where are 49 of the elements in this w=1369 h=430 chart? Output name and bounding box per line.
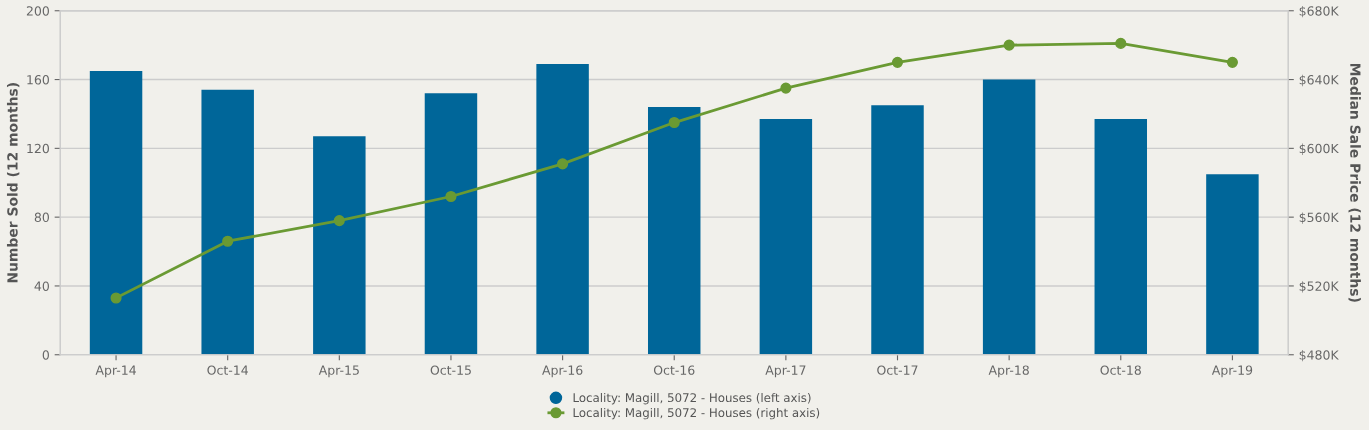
x-tick-label: Oct-15 — [430, 365, 471, 375]
bar — [759, 119, 813, 355]
x-tick-label: Oct-14 — [207, 365, 248, 375]
bar — [871, 105, 924, 355]
bar — [648, 107, 701, 355]
point — [780, 82, 792, 94]
point — [891, 56, 904, 68]
x-tick-label: Apr-18 — [988, 365, 1029, 378]
x-tick-label: Oct-17 — [877, 365, 918, 375]
bar — [201, 89, 254, 355]
bar — [424, 93, 478, 355]
x-tick-label: Apr-19 — [1211, 365, 1253, 378]
point — [333, 215, 345, 227]
x-tick-label: Apr-17 — [765, 365, 806, 378]
point — [668, 116, 680, 129]
bar — [89, 70, 143, 355]
x-tick-label: Oct-18 — [1100, 365, 1141, 375]
legend-label: Locality: Magill, 5072 - Houses (right axis) — [573, 407, 820, 420]
point — [1226, 56, 1238, 68]
y2-tick-label: $600K — [1299, 143, 1339, 155]
y-tick-label: 120 — [27, 143, 49, 154]
x-tick-label: Apr-15 — [318, 365, 359, 378]
bar — [1206, 174, 1259, 355]
point — [557, 158, 569, 170]
y-tick-label: 160 — [27, 75, 49, 85]
bar — [982, 79, 1036, 355]
x-tick-label: Oct-16 — [653, 365, 695, 375]
bar — [1094, 119, 1148, 355]
point — [1115, 37, 1127, 49]
y-tick-label: 80 — [34, 212, 49, 223]
point — [110, 292, 122, 304]
bar — [313, 136, 366, 355]
y2-tick-label: $480K — [1299, 350, 1339, 362]
point — [1003, 39, 1015, 51]
y-tick-label: 200 — [26, 6, 49, 16]
y-tick-label: 0 — [42, 350, 49, 360]
legend-label: Locality: Magill, 5072 - Houses (left axis) — [573, 392, 811, 405]
y-axis-title: Number Sold (12 months) — [6, 83, 20, 283]
y2-axis-title: Median Sale Price (12 months) — [1348, 63, 1361, 302]
y2-tick-label: $560K — [1299, 212, 1339, 224]
bar — [536, 64, 589, 355]
x-tick-label: Apr-14 — [95, 365, 136, 378]
x-tick-label: Apr-16 — [542, 365, 583, 378]
y-tick-label: 40 — [34, 281, 49, 291]
point — [222, 235, 234, 247]
y2-tick-label: $640K — [1299, 74, 1339, 87]
point — [445, 190, 457, 203]
y2-tick-label: $680K — [1299, 6, 1339, 18]
y2-tick-label: $520K — [1299, 281, 1339, 293]
